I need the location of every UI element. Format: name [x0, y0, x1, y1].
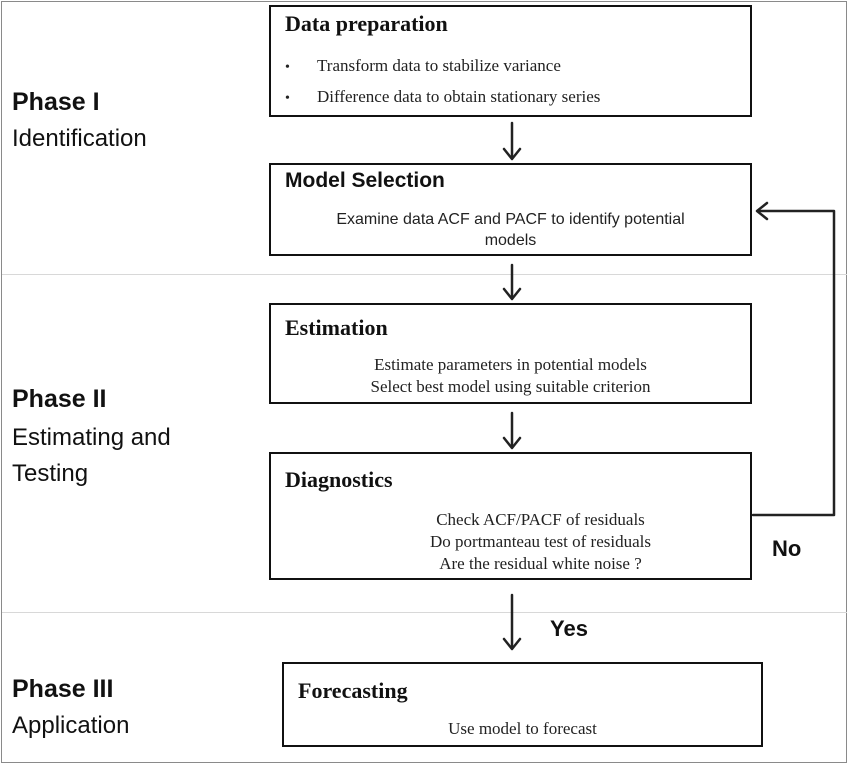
phase-divider-1: [2, 274, 847, 275]
diagnostics-title: Diagnostics: [285, 467, 393, 492]
model-selection-body: Examine data ACF and PACF to identify po…: [271, 209, 750, 251]
body-line: Estimate parameters in potential models: [374, 355, 647, 374]
arrow-diagnostics-to-forecasting: [502, 593, 522, 651]
arrow-prep-to-selection: [502, 121, 522, 161]
estimation-body: Estimate parameters in potential models …: [271, 354, 750, 398]
phase-1-subtitle-line: Identification: [12, 125, 147, 152]
bullet-text: Difference data to obtain stationary ser…: [317, 87, 601, 106]
phase-3-subtitle: Application: [12, 708, 129, 744]
phase-2-subtitle: Estimating and Testing: [12, 420, 171, 492]
phase-divider-2: [2, 612, 847, 613]
bullet-text: Transform data to stabilize variance: [317, 56, 561, 75]
body-line: models: [484, 232, 537, 249]
diagnostics-body: Check ACF/PACF of residuals Do portmante…: [331, 509, 750, 575]
model-selection-title: Model Selection: [285, 169, 445, 192]
body-line: Are the residual white noise ?: [439, 554, 642, 573]
estimation-title: Estimation: [285, 315, 388, 340]
data-preparation-box: Data preparation • Transform data to stab…: [269, 5, 752, 117]
phase-1-title: Phase I: [12, 88, 100, 116]
body-line: Do portmanteau test of residuals: [430, 532, 651, 551]
bullet-dot-icon: •: [285, 91, 290, 106]
forecasting-body: Use model to forecast: [284, 718, 761, 740]
bullet-item: • Transform data to stabilize variance: [285, 51, 600, 82]
phase-3-title: Phase III: [12, 675, 114, 703]
data-preparation-bullets: • Transform data to stabilize variance • D…: [285, 51, 600, 113]
body-line: Use model to forecast: [448, 719, 597, 738]
body-line: Examine data ACF and PACF to identify po…: [336, 211, 685, 228]
bullet-item: • Difference data to obtain stationary se…: [285, 82, 600, 113]
phase-2-subtitle-line: Estimating and: [12, 424, 171, 451]
arrow-selection-to-estimation: [502, 263, 522, 301]
phase-2-subtitle-line: Testing: [12, 460, 89, 487]
no-label: No: [772, 536, 802, 561]
body-line: Select best model using suitable criteri…: [370, 377, 651, 396]
arrow-no-feedback: [751, 201, 836, 517]
yes-label: Yes: [550, 616, 588, 641]
diagnostics-box: Diagnostics Check ACF/PACF of residuals …: [269, 452, 752, 580]
model-selection-box: Model Selection Examine data ACF and PAC…: [269, 163, 752, 256]
phase-3-subtitle-line: Application: [12, 712, 130, 739]
arrow-estimation-to-diagnostics: [502, 411, 522, 450]
bullet-dot-icon: •: [285, 60, 290, 75]
phase-1-subtitle: Identification: [12, 121, 147, 157]
phase-2-title: Phase II: [12, 385, 107, 413]
forecasting-box: Forecasting Use model to forecast: [282, 662, 763, 747]
forecasting-title: Forecasting: [298, 678, 408, 703]
estimation-box: Estimation Estimate parameters in potent…: [269, 303, 752, 404]
data-preparation-title: Data preparation: [285, 11, 448, 36]
body-line: Check ACF/PACF of residuals: [436, 510, 645, 529]
